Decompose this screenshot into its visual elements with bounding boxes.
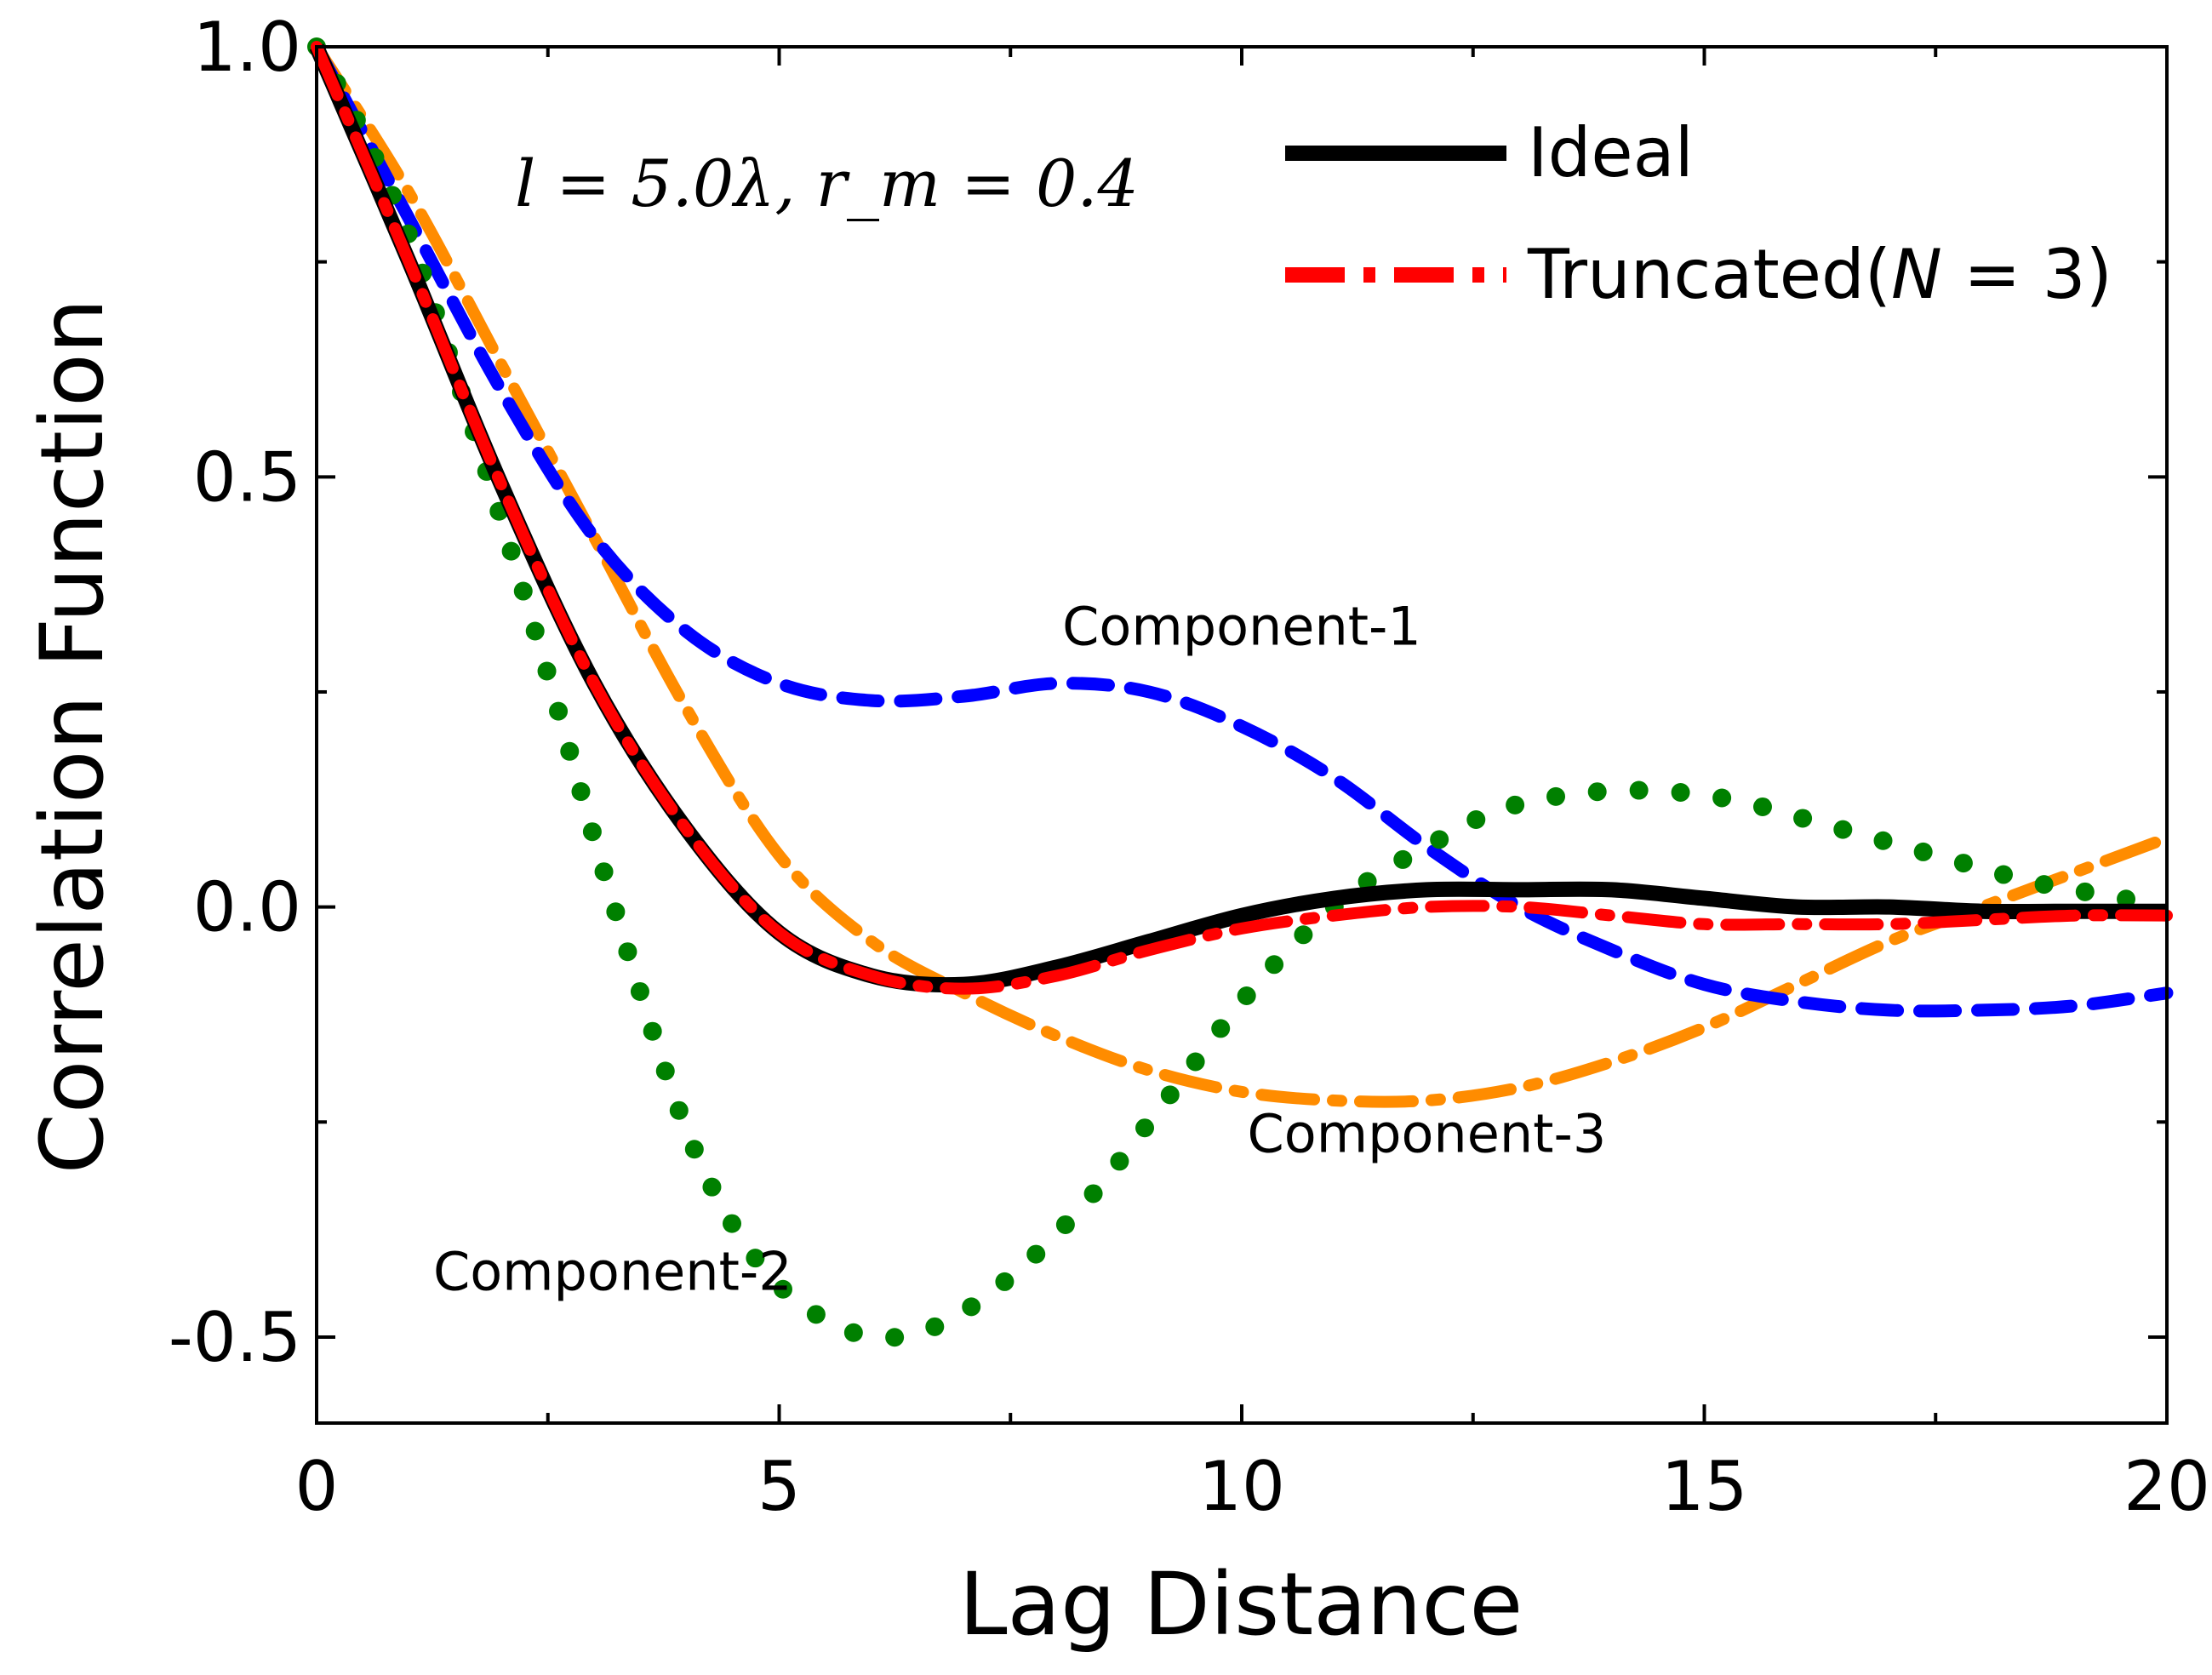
- legend-truncated-prefix: Truncated(: [1527, 235, 1891, 314]
- y-tick-label: -0.5: [169, 1298, 301, 1377]
- y-tick-label: 1.0: [193, 8, 301, 87]
- legend-truncated-italic: N: [1891, 235, 1942, 314]
- x-axis-title: Lag Distance: [959, 1554, 1523, 1655]
- x-tick-label: 10: [1198, 1447, 1285, 1526]
- x-tick-label: 20: [2123, 1447, 2210, 1526]
- y-tick-label: 0.5: [193, 437, 301, 517]
- component-2-annotation: Component-2: [433, 1240, 792, 1302]
- y-axis-title: Correlation Function: [22, 299, 123, 1175]
- component-1-annotation: Component-1: [1062, 595, 1421, 657]
- x-tick-label: 15: [1661, 1447, 1748, 1526]
- formula-annotation: l = 5.0λ, r_m = 0.4: [515, 146, 1139, 221]
- legend-truncated-label: Truncated(N = 3): [1527, 235, 2112, 314]
- legend: Ideal Truncated(N = 3): [1285, 113, 2112, 314]
- x-tick-label: 0: [295, 1447, 339, 1526]
- y-tick-label: 0.0: [193, 868, 301, 947]
- labels-layer: 0 5 10 15 20 -0.5 0.0 0.5 1.0 Component-1 Componen…: [169, 8, 2210, 1526]
- ticks-layer: [315, 45, 2169, 1423]
- series-layer: [307, 37, 2176, 1347]
- series-component-3-line: [311, 41, 2173, 1108]
- x-tick-label: 5: [757, 1447, 801, 1526]
- series-component-1-line: [310, 40, 2174, 1018]
- series-truncated-n-3-line: [311, 41, 2173, 995]
- series-component-2-line: [307, 37, 2176, 1347]
- legend-truncated-suffix: = 3): [1942, 235, 2112, 314]
- component-3-annotation: Component-3: [1248, 1103, 1607, 1165]
- legend-ideal-label: Ideal: [1528, 113, 1694, 192]
